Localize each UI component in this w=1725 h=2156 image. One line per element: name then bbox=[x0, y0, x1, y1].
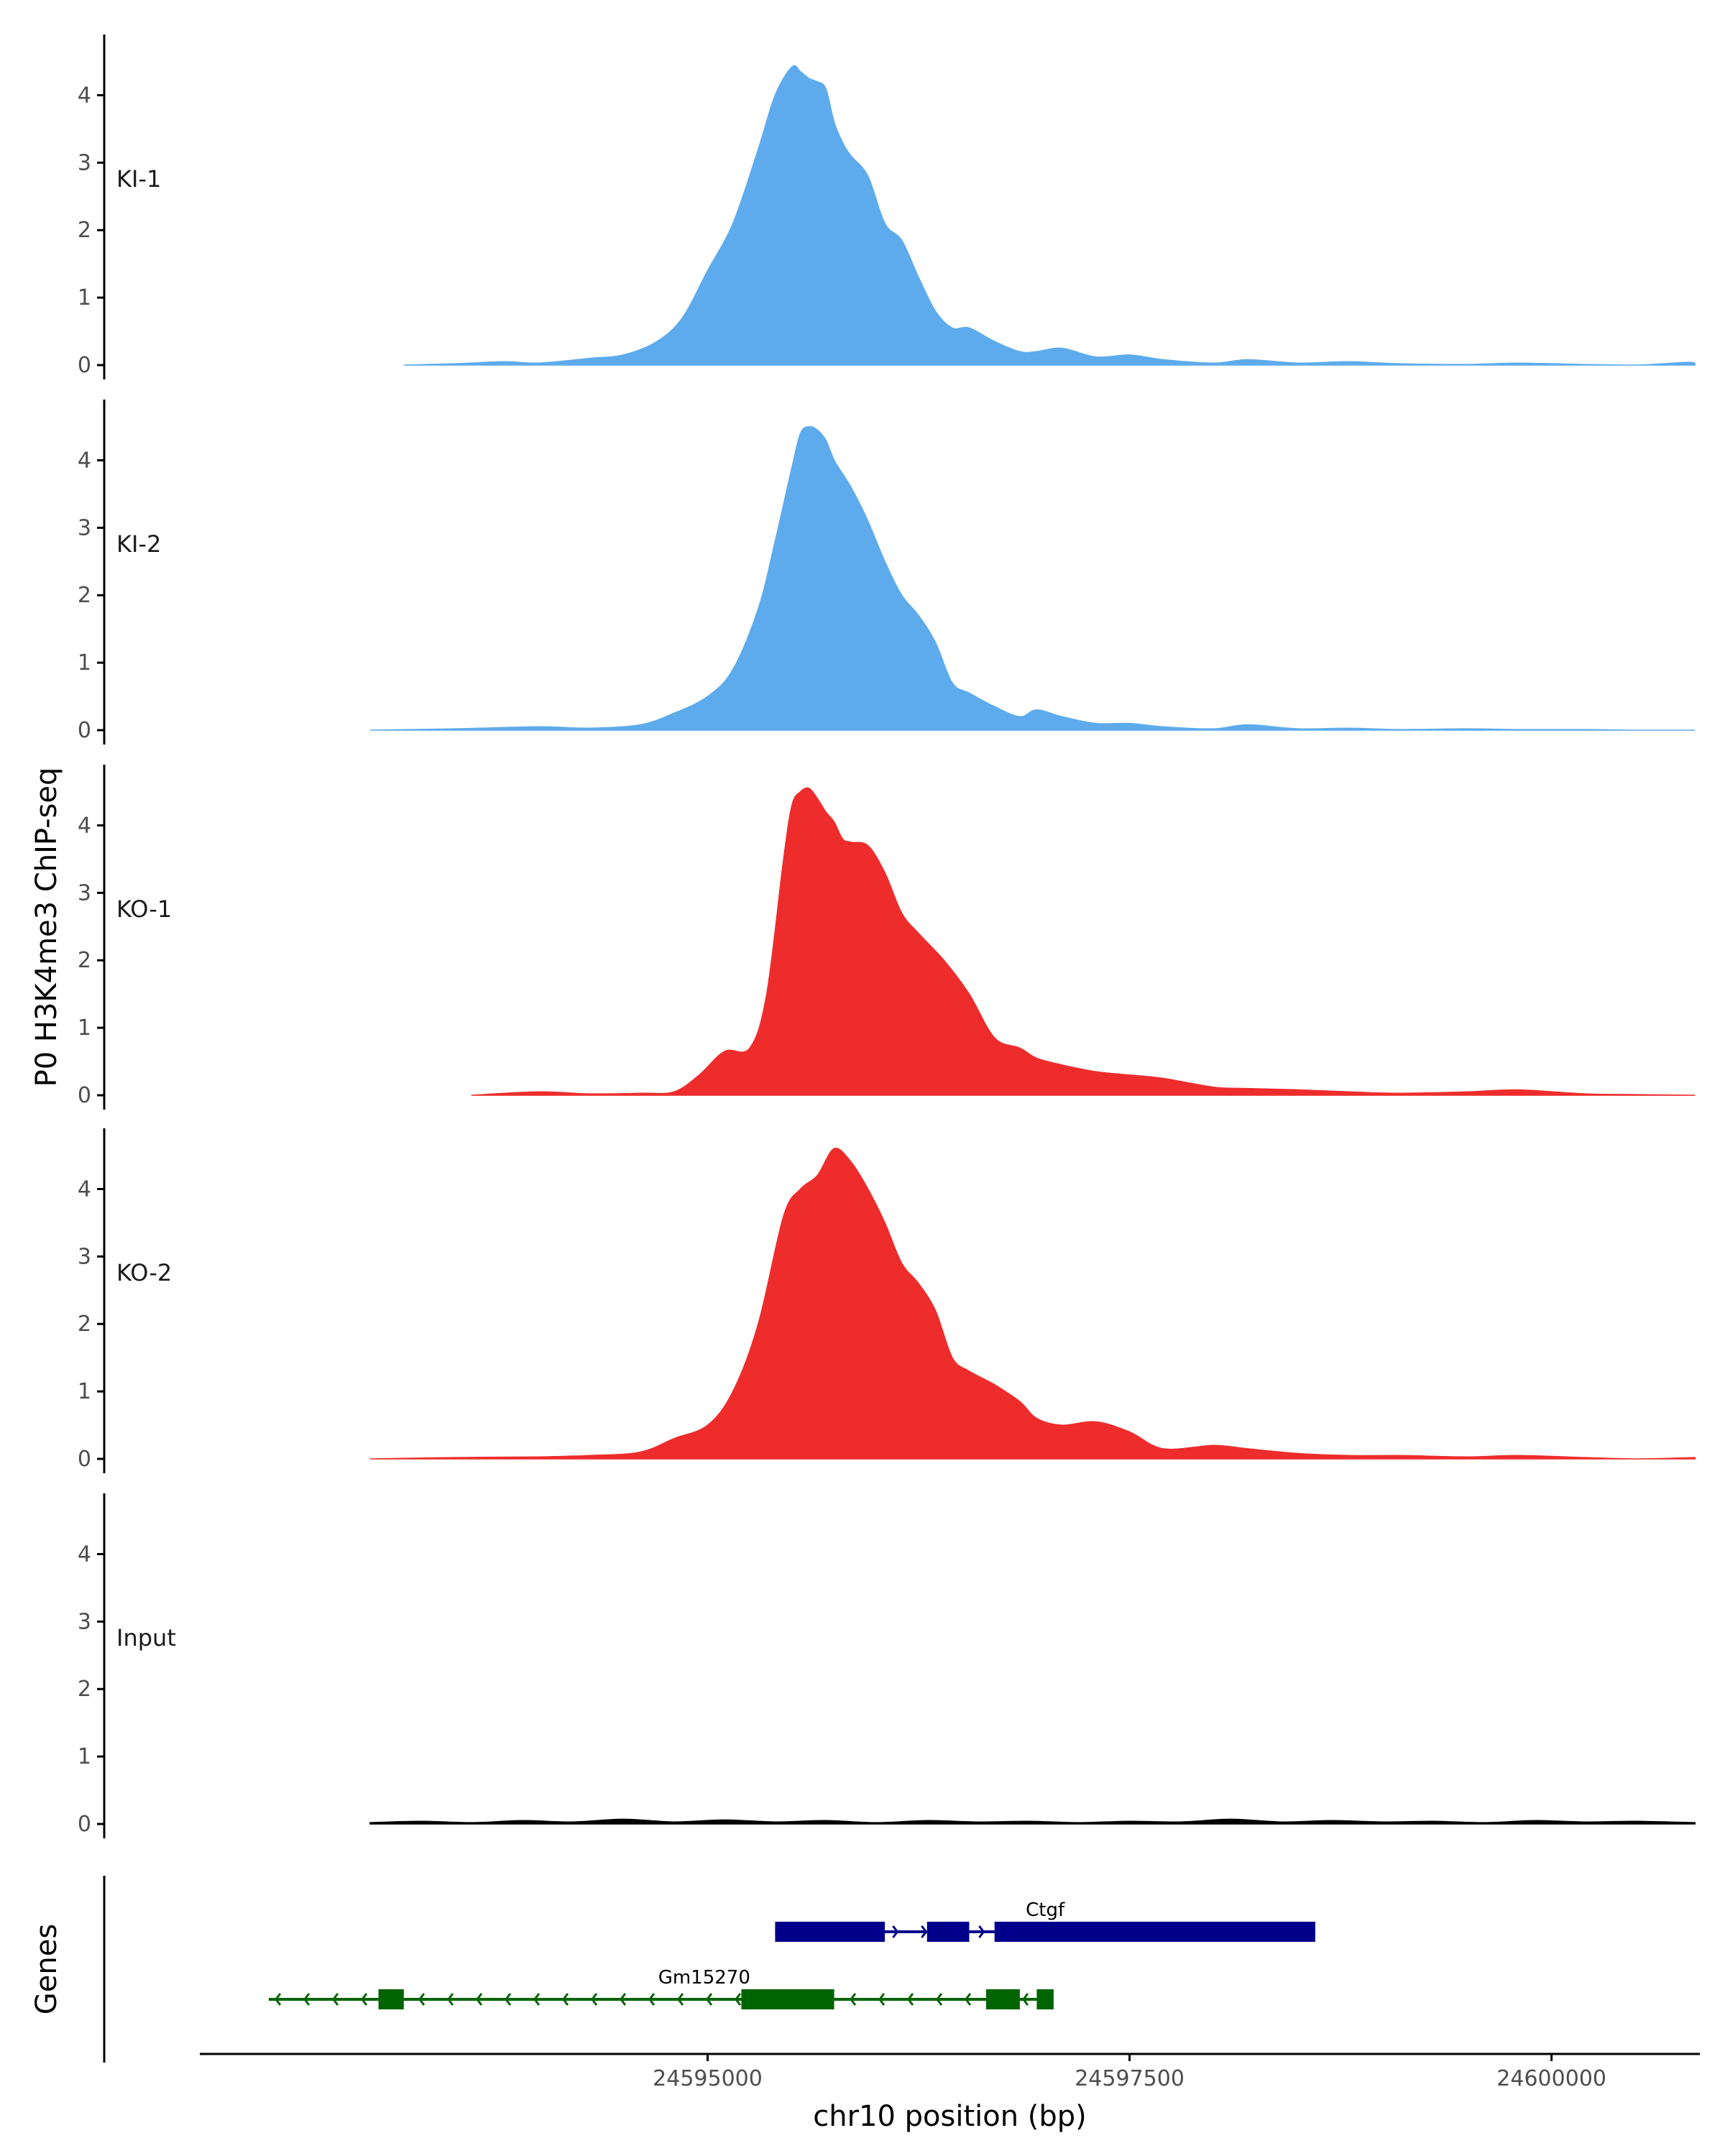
strand-arrow bbox=[332, 1993, 339, 2006]
exon bbox=[1036, 1989, 1054, 2009]
gene-track: Ctgf Gm15270 bbox=[103, 1876, 1315, 2063]
y-tick-label: 2 bbox=[78, 583, 91, 608]
strand-arrow bbox=[978, 1925, 985, 1938]
coverage-area bbox=[471, 787, 1696, 1096]
strand-arrow bbox=[921, 1925, 928, 1938]
y-axis-title: P0 H3K4me3 ChIP-seq bbox=[30, 768, 63, 1087]
exon bbox=[994, 1922, 1315, 1942]
exon bbox=[775, 1922, 886, 1942]
y-tick-label: 3 bbox=[78, 515, 91, 540]
track-ki-1: 0 1 2 3 4 KI-1 bbox=[78, 34, 1696, 379]
strand-arrow bbox=[892, 1925, 899, 1938]
gene-ctgf: Ctgf bbox=[775, 1899, 1315, 1942]
y-tick-label: 0 bbox=[78, 718, 91, 743]
strand-arrow bbox=[735, 1993, 742, 2006]
strand-arrow bbox=[1022, 1993, 1029, 2006]
y-tick-label: 1 bbox=[78, 1744, 91, 1769]
track-ki-2: 0 1 2 3 4 KI-2 bbox=[78, 400, 1696, 745]
y-tick-label: 2 bbox=[78, 948, 91, 973]
y-tick-label: 1 bbox=[78, 650, 91, 676]
track-ko-2: 0 1 2 3 4 KO-2 bbox=[78, 1128, 1696, 1473]
strand-arrow bbox=[907, 1993, 914, 2006]
strand-arrow bbox=[936, 1993, 943, 2006]
strand-arrow bbox=[677, 1993, 684, 2006]
coverage-area bbox=[369, 1818, 1696, 1825]
tracks: 0 1 2 3 4 KI-1 0 1 2 3 4 KI-2 0 1 2 3 4 KO-1 0 1 2 3 4 KO-2 0 1 2 3… bbox=[78, 34, 1696, 1838]
coverage-area bbox=[369, 425, 1696, 731]
x-axis-title: chr10 position (bp) bbox=[813, 2100, 1087, 2133]
strand-arrow bbox=[447, 1993, 454, 2006]
strand-arrow bbox=[878, 1993, 886, 2006]
track-label: KI-1 bbox=[116, 165, 161, 193]
strand-arrow bbox=[706, 1993, 713, 2006]
y-tick-label: 4 bbox=[78, 1542, 91, 1567]
y-tick-label: 3 bbox=[78, 880, 91, 906]
track-label: KO-2 bbox=[116, 1259, 172, 1286]
y-tick-label: 3 bbox=[78, 150, 91, 175]
track-ko-1: 0 1 2 3 4 KO-1 bbox=[78, 765, 1696, 1110]
strand-arrow bbox=[533, 1993, 540, 2006]
track-input: 0 1 2 3 4 Input bbox=[78, 1493, 1696, 1838]
strand-arrow bbox=[562, 1993, 569, 2006]
strand-arrow bbox=[620, 1993, 627, 2006]
track-label: KI-2 bbox=[116, 530, 161, 558]
y-tick-label: 4 bbox=[78, 83, 91, 108]
exon bbox=[378, 1989, 404, 2009]
coverage-area bbox=[369, 1147, 1696, 1460]
strand-arrow bbox=[303, 1993, 310, 2006]
x-axis: 24595000 24597500 24600000 bbox=[200, 2053, 1700, 2091]
y-tick-label: 3 bbox=[78, 1609, 91, 1634]
strand-arrow bbox=[476, 1993, 483, 2006]
y-tick-label: 2 bbox=[78, 1312, 91, 1337]
strand-arrow bbox=[591, 1993, 598, 2006]
y-tick-label: 4 bbox=[78, 813, 91, 838]
strand-arrow bbox=[505, 1993, 512, 2006]
y-tick-label: 4 bbox=[78, 448, 91, 473]
gene-gm15270: Gm15270 bbox=[268, 1967, 1054, 2009]
x-tick-label: 24597500 bbox=[1075, 2066, 1184, 2091]
exon bbox=[926, 1922, 970, 1942]
exon bbox=[985, 1989, 1020, 2009]
y-tick-label: 4 bbox=[78, 1176, 91, 1202]
track-label: KO-1 bbox=[116, 895, 172, 923]
y-tick-label: 1 bbox=[78, 1015, 91, 1041]
x-tick-label: 24600000 bbox=[1496, 2066, 1606, 2091]
y-tick-label: 3 bbox=[78, 1244, 91, 1269]
gene-label: Ctgf bbox=[1026, 1899, 1065, 1921]
strand-arrow bbox=[275, 1993, 282, 2006]
strand-arrow bbox=[850, 1993, 857, 2006]
y-tick-label: 2 bbox=[78, 218, 91, 243]
y-tick-label: 1 bbox=[78, 1379, 91, 1404]
exon bbox=[741, 1989, 834, 2009]
strand-arrow bbox=[648, 1993, 656, 2006]
gene-label: Gm15270 bbox=[658, 1967, 750, 1989]
track-label: Input bbox=[116, 1624, 176, 1651]
strand-arrow bbox=[361, 1993, 368, 2006]
y-tick-label: 0 bbox=[78, 1447, 91, 1472]
y-tick-label: 0 bbox=[78, 1083, 91, 1108]
y-tick-label: 0 bbox=[78, 353, 91, 378]
strand-arrow bbox=[965, 1993, 972, 2006]
y-tick-label: 2 bbox=[78, 1677, 91, 1702]
strand-arrow bbox=[418, 1993, 426, 2006]
y-tick-label: 0 bbox=[78, 1812, 91, 1837]
coverage-area bbox=[403, 65, 1696, 366]
x-tick-label: 24595000 bbox=[653, 2066, 763, 2091]
y-tick-label: 1 bbox=[78, 285, 91, 310]
genes-axis-title: Genes bbox=[30, 1924, 63, 2014]
